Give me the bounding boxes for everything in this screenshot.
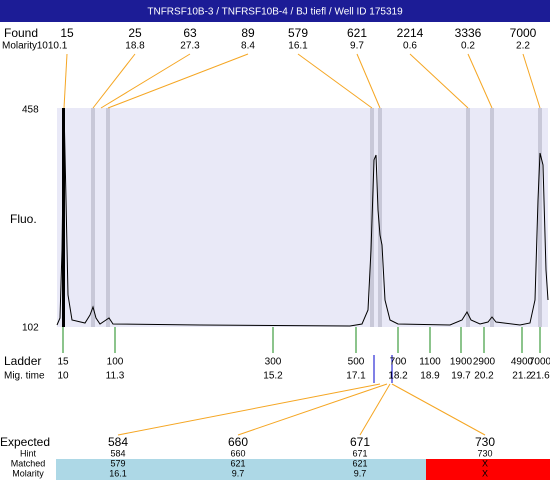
found-value: 89 bbox=[241, 26, 255, 40]
found-connector bbox=[522, 53, 541, 109]
mig-time: 20.2 bbox=[474, 371, 494, 382]
found-connector bbox=[356, 53, 381, 109]
y-label: Fluo. bbox=[10, 212, 37, 226]
found-molarity: 2.2 bbox=[516, 41, 530, 52]
found-value: 3336 bbox=[455, 26, 482, 40]
ladder-value: 300 bbox=[265, 357, 282, 368]
found-value: 579 bbox=[288, 26, 308, 40]
title-bar bbox=[0, 0, 550, 22]
band bbox=[466, 108, 470, 327]
found-value: 621 bbox=[347, 26, 367, 40]
found-connector bbox=[100, 53, 191, 109]
matched-value: 621 bbox=[230, 458, 245, 468]
mig-time: 18.9 bbox=[420, 371, 440, 382]
mig-time: 19.7 bbox=[451, 371, 471, 382]
matched-molarity: 9.7 bbox=[354, 468, 367, 478]
mig-time: 17.1 bbox=[346, 371, 366, 382]
mig-time: 10 bbox=[57, 371, 69, 382]
found-molarity: 9.7 bbox=[350, 41, 364, 52]
expected-connector bbox=[391, 383, 486, 436]
molarity-label: Molarity bbox=[12, 468, 44, 478]
expected-connector bbox=[237, 383, 388, 436]
molarity-label: Molarity bbox=[2, 41, 37, 52]
band bbox=[490, 108, 494, 327]
ladder-value: 2900 bbox=[473, 357, 496, 368]
found-molarity: 0.2 bbox=[461, 41, 475, 52]
ladder-value: 7000 bbox=[529, 357, 550, 368]
found-connector bbox=[297, 53, 373, 109]
plot-area bbox=[57, 108, 548, 327]
trace bbox=[56, 107, 549, 327]
y-bottom: 102 bbox=[22, 323, 39, 334]
matched-ok bbox=[56, 459, 426, 480]
hint-value: 671 bbox=[352, 448, 367, 458]
title: TNFRSF10B-3 / TNFRSF10B-4 / BJ tiefl / W… bbox=[147, 7, 403, 18]
found-molarity: 0.6 bbox=[403, 41, 417, 52]
found-connector bbox=[467, 53, 493, 109]
found-molarity: 18.8 bbox=[125, 41, 145, 52]
expected-value: 671 bbox=[350, 435, 370, 449]
matched-fail bbox=[426, 459, 550, 480]
y-top: 458 bbox=[22, 105, 39, 116]
hint-label: Hint bbox=[20, 448, 37, 458]
found-molarity: 27.3 bbox=[180, 41, 200, 52]
ladder-value: 500 bbox=[348, 357, 365, 368]
ladder-value: 15 bbox=[57, 357, 69, 368]
hint-value: 660 bbox=[230, 448, 245, 458]
mig-time: 21.6 bbox=[530, 371, 550, 382]
expected-value: 730 bbox=[475, 435, 495, 449]
hint-value: 730 bbox=[477, 448, 492, 458]
expected-connector bbox=[117, 383, 381, 436]
expected-value: 660 bbox=[228, 435, 248, 449]
mig-time: 15.2 bbox=[263, 371, 283, 382]
expected-connector bbox=[359, 383, 391, 436]
matched-value: 621 bbox=[352, 458, 367, 468]
found-label: Found bbox=[4, 26, 38, 40]
expected-label: Expected bbox=[0, 435, 50, 449]
mig-time: 21.2 bbox=[512, 371, 532, 382]
expected-value: 584 bbox=[108, 435, 128, 449]
ladder-value: 700 bbox=[390, 357, 407, 368]
matched-value: 579 bbox=[110, 458, 125, 468]
found-value: 2214 bbox=[397, 26, 424, 40]
found-connector bbox=[63, 53, 68, 109]
band bbox=[538, 108, 542, 327]
matched-label: Matched bbox=[11, 458, 46, 468]
hint-value: 584 bbox=[110, 448, 125, 458]
mig-time-label: Mig. time bbox=[4, 371, 45, 382]
mig-time: 11.3 bbox=[106, 371, 125, 382]
found-connector bbox=[92, 53, 136, 109]
found-connector bbox=[107, 53, 249, 109]
matched-value: X bbox=[482, 458, 488, 468]
found-molarity: 8.4 bbox=[241, 41, 255, 52]
found-molarity: 16.1 bbox=[288, 41, 308, 52]
band bbox=[378, 108, 382, 327]
mig-time: 18.2 bbox=[388, 371, 408, 382]
found-value: 15 bbox=[60, 26, 74, 40]
found-connector bbox=[409, 53, 469, 109]
matched-molarity: 16.1 bbox=[109, 468, 127, 478]
matched-molarity: 9.7 bbox=[232, 468, 245, 478]
band bbox=[62, 108, 65, 327]
ladder-value: 100 bbox=[107, 357, 124, 368]
ladder-value: 1100 bbox=[419, 357, 441, 368]
ladder-value: 1900 bbox=[450, 357, 473, 368]
ladder-value: 4900 bbox=[511, 357, 534, 368]
found-molarity: 1010.1 bbox=[37, 41, 68, 52]
band bbox=[106, 108, 110, 327]
ladder-label: Ladder bbox=[4, 354, 41, 368]
matched-molarity: X bbox=[482, 468, 488, 478]
found-value: 7000 bbox=[510, 26, 537, 40]
found-value: 63 bbox=[183, 26, 197, 40]
band bbox=[91, 108, 95, 327]
found-value: 25 bbox=[128, 26, 142, 40]
